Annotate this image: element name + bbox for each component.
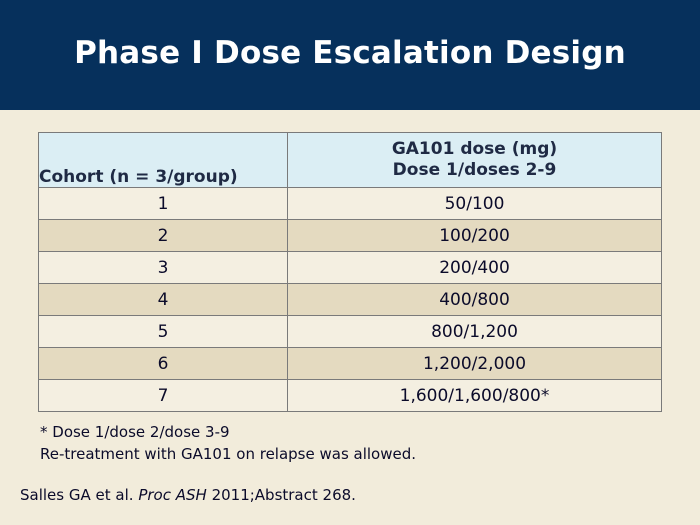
cohort-cell: 3 bbox=[38, 251, 288, 284]
citation-journal: Proc ASH bbox=[138, 486, 207, 504]
dose-header: GA101 dose (mg) Dose 1/doses 2-9 bbox=[287, 132, 662, 188]
table-row: 5 800/1,200 bbox=[38, 315, 662, 348]
dose-header-line2: Dose 1/doses 2-9 bbox=[392, 160, 557, 180]
citation-details: 2011;Abstract 268. bbox=[211, 486, 356, 504]
table-row: 1 50/100 bbox=[38, 187, 662, 220]
cohort-cell: 4 bbox=[38, 283, 288, 316]
table-row: 7 1,600/1,600/800* bbox=[38, 379, 662, 412]
dose-cell: 50/100 bbox=[287, 187, 662, 220]
slide-title: Phase I Dose Escalation Design bbox=[74, 35, 626, 71]
dose-cell: 400/800 bbox=[287, 283, 662, 316]
cohort-cell: 7 bbox=[38, 379, 288, 412]
cohort-cell: 2 bbox=[38, 219, 288, 252]
table-row: 3 200/400 bbox=[38, 251, 662, 284]
dose-cell: 1,600/1,600/800* bbox=[287, 379, 662, 412]
table-row: 6 1,200/2,000 bbox=[38, 347, 662, 380]
citation-authors: Salles GA et al. bbox=[20, 486, 134, 504]
table-row: 4 400/800 bbox=[38, 283, 662, 316]
cohort-cell: 6 bbox=[38, 347, 288, 380]
table-header-row: Cohort (n = 3/group) GA101 dose (mg) Dos… bbox=[38, 132, 662, 188]
dose-cell: 800/1,200 bbox=[287, 315, 662, 348]
retreatment-footnote: Re-treatment with GA101 on relapse was a… bbox=[40, 445, 417, 463]
dose-header-line1: GA101 dose (mg) bbox=[391, 139, 558, 159]
footnotes: * Dose 1/dose 2/dose 3-9 Re-treatment wi… bbox=[40, 421, 416, 465]
dose-table: Cohort (n = 3/group) GA101 dose (mg) Dos… bbox=[38, 132, 662, 412]
citation: Salles GA et al. Proc ASH 2011;Abstract … bbox=[20, 486, 356, 504]
dose-cell: 1,200/2,000 bbox=[287, 347, 662, 380]
table-row: 2 100/200 bbox=[38, 219, 662, 252]
cohort-header: Cohort (n = 3/group) bbox=[38, 132, 288, 188]
slide-header: Phase I Dose Escalation Design bbox=[0, 0, 700, 110]
dose-cell: 200/400 bbox=[287, 251, 662, 284]
asterisk-footnote: * Dose 1/dose 2/dose 3-9 bbox=[40, 423, 230, 441]
cohort-cell: 5 bbox=[38, 315, 288, 348]
cohort-cell: 1 bbox=[38, 187, 288, 220]
dose-cell: 100/200 bbox=[287, 219, 662, 252]
